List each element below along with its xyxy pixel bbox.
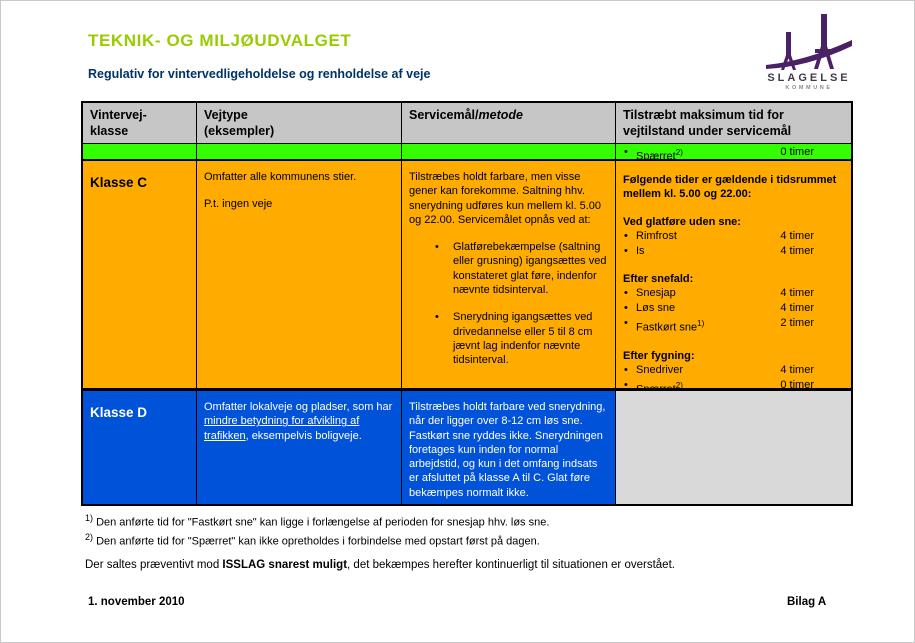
- cell-klasse-c-vejtype: Omfatter alle kommunens stier. P.t. inge…: [197, 159, 402, 388]
- footer-attachment: Bilag A: [787, 596, 827, 608]
- column-header-servicemaal: Servicemål/metode: [402, 103, 616, 143]
- max-tid-section-snefald: Efter snefald: Snesjap 4 timer Løs sne 4…: [623, 272, 844, 336]
- green-row-spaerret: Spærret2) 0 timer: [616, 143, 851, 159]
- winter-road-class-table: Vintervej- klasse Vejtype (eksempler) Se…: [81, 101, 853, 506]
- page-title: TEKNIK- OG MILJØUDVALGET: [88, 31, 352, 50]
- service-bullet: Snerydning igangsættes ved drivedannelse…: [435, 310, 608, 367]
- green-row-cell-2: [197, 143, 402, 159]
- footnote-2: 2) Den anførte tid for "Spærret" kan ikk…: [85, 532, 540, 548]
- time-entry: Is 4 timer: [623, 244, 844, 259]
- max-tid-intro: Følgende tider er gældende i tidsrummet …: [623, 174, 837, 201]
- max-tid-section-fygning: Efter fygning: Snedriver 4 timer Spærret…: [623, 349, 844, 388]
- service-bullet: Glatførebekæmpelse (saltning eller grusn…: [435, 240, 608, 297]
- cell-klasse-c-max-tid: Følgende tider er gældende i tidsrummet …: [616, 159, 851, 388]
- time-entry: Fastkørt sne1) 2 timer: [623, 316, 844, 336]
- cell-klasse-d-max-tid-empty: [616, 388, 851, 504]
- column-header-max-tid: Tilstræbt maksimum tid for vejtilstand u…: [616, 103, 851, 143]
- time-entry: Løs sne 4 timer: [623, 301, 844, 316]
- footnotes: 1) Den anførte tid for "Fastkørt sne" ka…: [85, 511, 549, 549]
- time-entry: Snedriver 4 timer: [623, 363, 844, 378]
- logo-text: SLAGELSE: [767, 72, 851, 84]
- slagelse-logo: SLAGELSE KOMMUNE: [759, 13, 859, 91]
- cell-klasse-c-servicemaal: Tilstræbes holdt farbare, men visse gene…: [402, 159, 616, 388]
- row-label-klasse-c: Klasse C: [83, 159, 197, 388]
- column-header-vintervejklasse: Vintervej- klasse: [83, 103, 197, 143]
- time-entry: Rimfrost 4 timer: [623, 229, 844, 244]
- footnote-1: 1) Den anførte tid for "Fastkørt sne" ka…: [85, 513, 550, 529]
- max-tid-section-glatfoere: Ved glatføre uden sne: Rimfrost 4 timer …: [623, 215, 844, 259]
- time-entry: Spærret2) 0 timer: [623, 378, 844, 388]
- document-subtitle: Regulativ for vintervedligeholdelse og r…: [88, 67, 431, 81]
- green-row-cell-3: [402, 143, 616, 159]
- logo-subtext: KOMMUNE: [785, 85, 833, 91]
- time-entry: Snesjap 4 timer: [623, 286, 844, 301]
- cell-klasse-d-vejtype: Omfatter lokalveje og pladser, som har m…: [197, 388, 402, 504]
- column-header-vejtype: Vejtype (eksempler): [197, 103, 402, 143]
- time-entry: Spærret2) 0 timer: [623, 145, 844, 159]
- footer-date: 1. november 2010: [88, 596, 185, 608]
- isslag-note: Der saltes præventivt mod ISSLAG snarest…: [85, 559, 675, 571]
- bridge-icon: [766, 14, 852, 70]
- green-row-cell-1: [83, 143, 197, 159]
- cell-klasse-d-servicemaal: Tilstræbes holdt farbare ved snerydning,…: [402, 388, 616, 504]
- row-label-klasse-d: Klasse D: [83, 388, 197, 504]
